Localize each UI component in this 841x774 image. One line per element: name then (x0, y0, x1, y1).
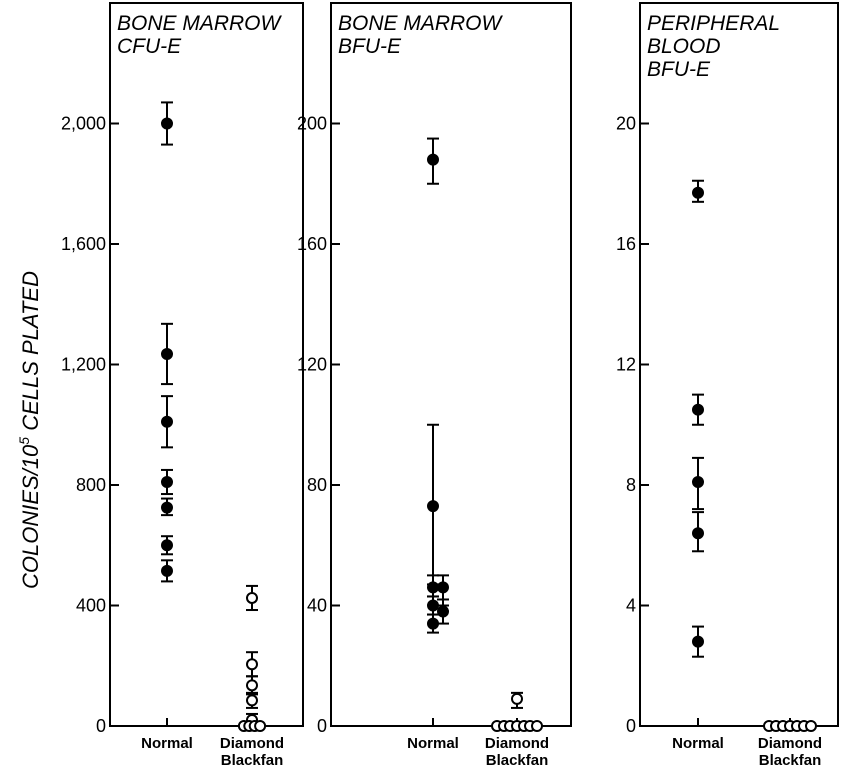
data-point-normal (437, 581, 449, 594)
y-tick-label: 0 (317, 716, 327, 736)
data-point-normal (161, 539, 173, 552)
data-point-normal (161, 415, 173, 428)
panel-title-line: BLOOD (647, 35, 721, 58)
panel-frame (109, 2, 304, 727)
category-label: Blackfan (759, 752, 822, 769)
data-point-normal (427, 500, 439, 513)
y-tick-label: 0 (626, 716, 636, 736)
data-point-diamond-blackfan (531, 720, 543, 732)
category-label: Normal (672, 735, 724, 752)
data-point-normal (427, 153, 439, 166)
y-tick-label: 160 (297, 234, 327, 254)
data-point-normal (692, 635, 704, 648)
category-label: Diamond (758, 735, 822, 752)
panels: BONE MARROWCFU-E04008001,2001,6002,000No… (61, 2, 839, 769)
y-tick-label: 1,200 (61, 355, 106, 375)
y-tick-label: 200 (297, 114, 327, 134)
category-label: Normal (141, 735, 193, 752)
panel-frame (639, 2, 839, 727)
y-tick-label: 4 (626, 596, 636, 616)
y-tick-label: 20 (616, 114, 636, 134)
data-point-diamond-blackfan (246, 591, 258, 604)
data-point-normal (692, 186, 704, 199)
data-point-normal (427, 599, 439, 612)
y-tick-label: 120 (297, 355, 327, 375)
category-label: Normal (407, 735, 459, 752)
category-label: Blackfan (486, 752, 549, 769)
panel-title-line: BONE MARROW (338, 12, 504, 35)
panel-title-line: BONE MARROW (117, 12, 283, 35)
category-label: Diamond (485, 735, 549, 752)
y-tick-label: 0 (96, 716, 106, 736)
y-tick-label: 2,000 (61, 114, 106, 134)
data-point-diamond-blackfan (246, 658, 258, 671)
data-point-normal (161, 564, 173, 577)
data-point-normal (161, 501, 173, 514)
y-tick-label: 800 (76, 475, 106, 495)
panel-title-line: CFU-E (117, 35, 182, 58)
panel-title-line: PERIPHERAL (647, 12, 780, 35)
data-point-diamond-blackfan (805, 720, 817, 732)
y-axis-label-main: COLONIES/10 (18, 444, 43, 589)
y-axis-label: COLONIES/105 CELLS PLATED (16, 271, 43, 589)
category-label: Diamond (220, 735, 284, 752)
category-label: Blackfan (221, 752, 284, 769)
data-point-diamond-blackfan (254, 720, 267, 732)
data-point-diamond-blackfan (246, 694, 258, 707)
y-axis-label-sup: 5 (16, 437, 32, 445)
data-point-normal (692, 403, 704, 416)
y-tick-label: 1,600 (61, 234, 106, 254)
data-point-normal (427, 617, 439, 630)
data-point-diamond-blackfan (511, 692, 523, 705)
data-point-normal (161, 347, 173, 360)
y-tick-label: 12 (616, 355, 636, 375)
panel-title-line: BFU-E (647, 58, 711, 81)
data-point-normal (692, 527, 704, 540)
y-tick-label: 8 (626, 475, 636, 495)
y-tick-label: 80 (307, 475, 327, 495)
data-point-normal (692, 475, 704, 488)
data-point-diamond-blackfan (246, 679, 258, 692)
data-point-normal (427, 581, 439, 594)
data-point-normal (161, 475, 173, 488)
y-tick-label: 16 (616, 234, 636, 254)
panel-title-line: BFU-E (338, 35, 402, 58)
data-point-normal (437, 605, 449, 618)
y-axis-label-rest: CELLS PLATED (18, 271, 43, 437)
y-tick-label: 400 (76, 596, 106, 616)
y-tick-label: 40 (307, 596, 327, 616)
data-point-normal (161, 117, 173, 130)
panel-frame (330, 2, 572, 727)
